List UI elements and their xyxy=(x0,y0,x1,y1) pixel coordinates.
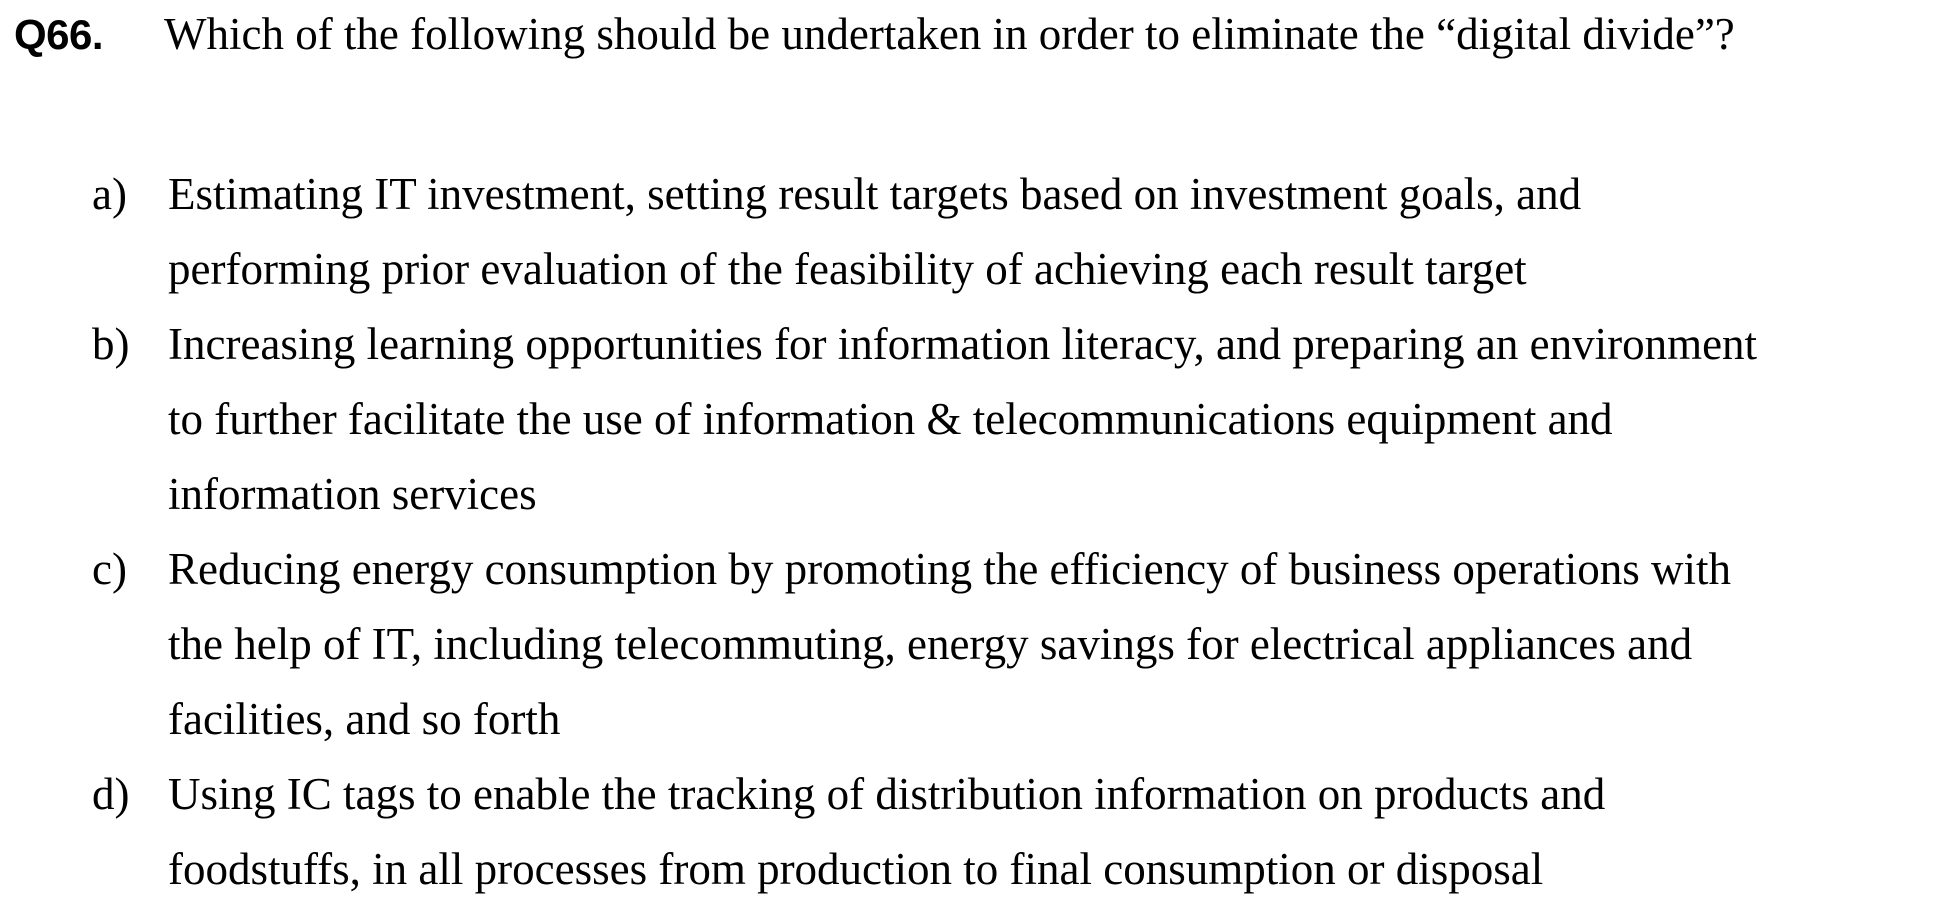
answer-options: a) Estimating IT investment, setting res… xyxy=(92,157,1952,907)
question-number: Q66. xyxy=(14,11,104,58)
option-letter: b) xyxy=(92,319,130,369)
option-b: b) Increasing learning opportunities for… xyxy=(92,307,1952,532)
option-letter: a) xyxy=(92,169,127,219)
option-letter: d) xyxy=(92,769,130,819)
option-text: Using IC tags to enable the tracking of … xyxy=(168,769,1606,894)
question-header: Q66. Which of the following should be un… xyxy=(14,8,1934,60)
question-text: Which of the following should be underta… xyxy=(164,9,1735,59)
option-text: Increasing learning opportunities for in… xyxy=(168,319,1758,519)
option-letter: c) xyxy=(92,544,127,594)
option-text: Reducing energy consumption by promoting… xyxy=(168,544,1732,744)
option-c: c) Reducing energy consumption by promot… xyxy=(92,532,1952,757)
option-text: Estimating IT investment, setting result… xyxy=(168,169,1582,294)
option-d: d) Using IC tags to enable the tracking … xyxy=(92,757,1952,907)
option-a: a) Estimating IT investment, setting res… xyxy=(92,157,1952,307)
